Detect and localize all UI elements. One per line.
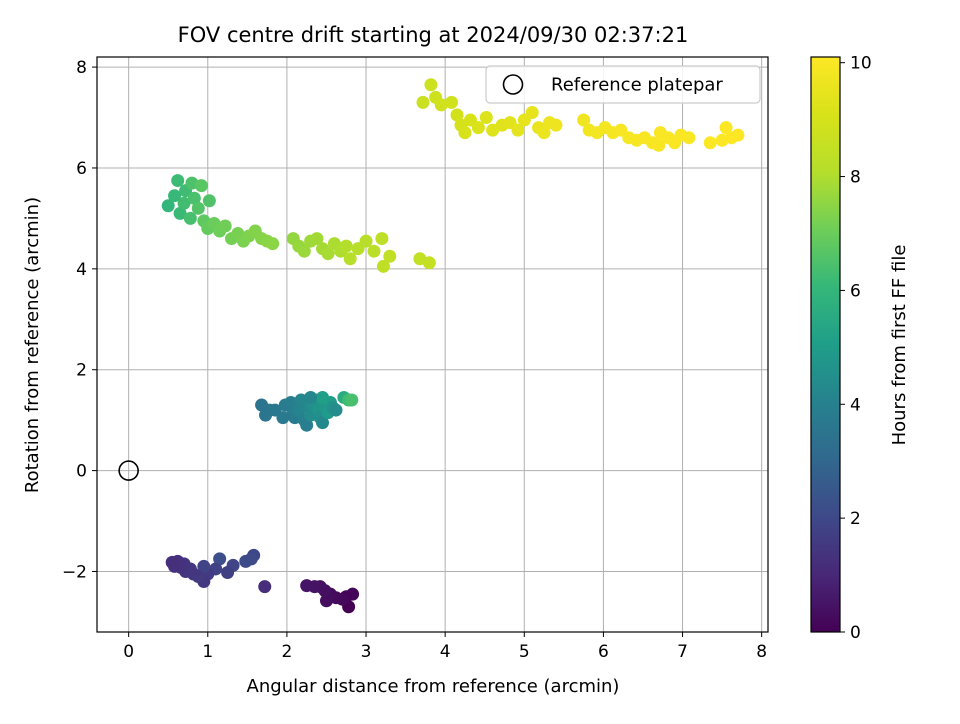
colorbar-ticks: 0 2 4 6 8 10 [840, 54, 872, 643]
x-tick-label: 3 [361, 642, 372, 662]
data-point [221, 565, 235, 579]
data-point [652, 138, 666, 152]
data-point [165, 555, 179, 569]
data-point [218, 219, 232, 233]
y-axis-label: Rotation from reference (arcmin) [22, 197, 43, 493]
data-point [479, 111, 493, 125]
data-point [416, 95, 430, 109]
colorbar-tick-label: 2 [850, 509, 861, 529]
y-tick-label: 2 [76, 361, 87, 381]
data-point [304, 390, 318, 404]
data-point [375, 232, 389, 246]
data-point [424, 78, 438, 92]
data-point [682, 131, 696, 145]
data-point [549, 118, 563, 132]
data-point [329, 403, 343, 417]
data-point [367, 244, 381, 258]
data-point [471, 121, 485, 135]
data-points [161, 78, 745, 614]
colorbar-tick-label: 8 [850, 168, 861, 188]
plot-frame [96, 56, 769, 633]
data-point [511, 123, 525, 137]
y-tick-label: −2 [62, 562, 87, 582]
x-tick-label: 4 [440, 642, 451, 662]
x-tick-label: 2 [281, 642, 292, 662]
x-tick-label: 8 [756, 642, 767, 662]
data-point [450, 108, 464, 122]
data-point [300, 579, 314, 593]
x-axis-label: Angular distance from reference (arcmin) [247, 676, 620, 697]
legend-label: Reference platepar [551, 75, 723, 96]
x-tick-label: 1 [202, 642, 213, 662]
x-tick-label: 0 [123, 642, 134, 662]
data-point [258, 580, 272, 594]
x-tick-label: 5 [519, 642, 530, 662]
colorbar-tick-label: 0 [850, 623, 861, 643]
colorbar [810, 56, 841, 633]
data-point [197, 559, 211, 573]
data-point [383, 249, 397, 263]
y-tick-label: 8 [76, 58, 87, 78]
colorbar-tick-label: 4 [850, 395, 861, 415]
data-point [321, 247, 335, 261]
data-point [359, 234, 373, 248]
data-point [183, 211, 197, 225]
data-point [422, 256, 436, 270]
data-point [339, 239, 353, 253]
data-point [310, 232, 324, 246]
data-point [376, 259, 390, 273]
data-point [316, 390, 330, 404]
data-point [202, 194, 216, 208]
y-tick-label: 6 [76, 159, 87, 179]
grid-lines [97, 57, 768, 632]
data-point [239, 554, 253, 568]
data-point [577, 113, 591, 127]
y-axis-ticks: −2 0 2 4 6 8 [62, 58, 97, 582]
data-point [194, 179, 208, 193]
data-point [297, 244, 311, 258]
data-point [346, 587, 360, 601]
data-point [444, 95, 458, 109]
data-point [316, 416, 330, 430]
x-tick-label: 6 [598, 642, 609, 662]
y-tick-label: 0 [76, 462, 87, 482]
data-point [703, 136, 717, 150]
data-point [343, 252, 357, 266]
data-point [177, 196, 191, 210]
data-point [719, 121, 733, 135]
x-axis-ticks: 0 1 2 3 4 5 6 7 8 [123, 632, 767, 662]
colorbar-label: Hours from first FF file [889, 245, 910, 446]
reference-platepar-marker [118, 460, 139, 481]
legend: Reference platepar [485, 65, 761, 104]
data-point [161, 199, 175, 213]
data-point [300, 418, 314, 432]
y-tick-label: 4 [76, 260, 87, 280]
data-point [187, 191, 201, 205]
data-point [319, 594, 333, 608]
data-point [731, 128, 745, 142]
chart-title: FOV centre drift starting at 2024/09/30 … [178, 23, 689, 47]
data-point [525, 105, 539, 119]
data-point [213, 552, 227, 566]
data-point [292, 403, 306, 417]
data-point [266, 237, 280, 251]
colorbar-tick-label: 6 [850, 281, 861, 301]
data-point [276, 411, 290, 425]
colorbar-tick-label: 10 [850, 54, 872, 74]
data-point [434, 98, 448, 112]
data-point [191, 201, 205, 215]
x-tick-label: 7 [677, 642, 688, 662]
legend-marker-icon [502, 74, 524, 95]
data-point [168, 189, 182, 203]
data-point [345, 393, 359, 407]
data-point [171, 174, 185, 188]
data-point [458, 126, 472, 140]
data-point [173, 206, 187, 220]
data-point [537, 126, 551, 140]
legend-box [485, 65, 761, 104]
